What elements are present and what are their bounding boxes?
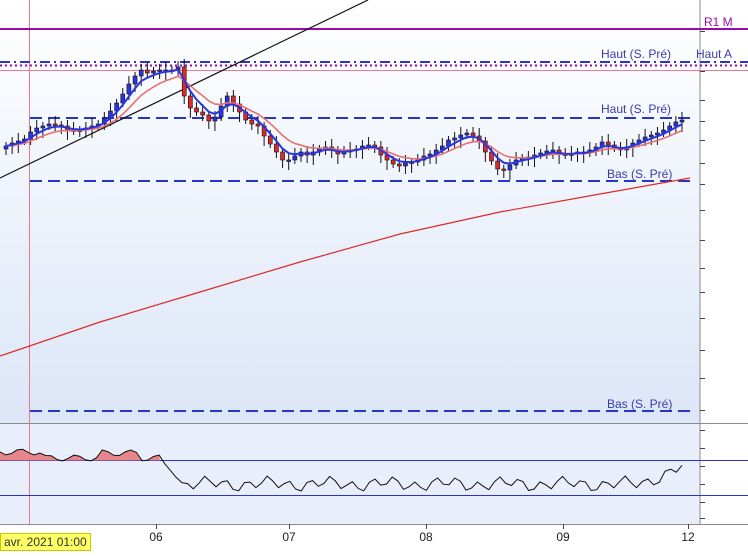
candle-body[interactable]: [673, 121, 679, 127]
candle-body[interactable]: [390, 159, 396, 165]
haut-a-label: Haut A: [696, 47, 732, 61]
candle-body[interactable]: [132, 75, 138, 85]
candle-body[interactable]: [249, 119, 255, 125]
time-axis-label: 08: [419, 530, 433, 544]
candle-body[interactable]: [458, 134, 464, 139]
candle-body[interactable]: [452, 137, 457, 141]
candle-body[interactable]: [34, 127, 40, 133]
candle-body[interactable]: [151, 70, 156, 74]
candle-body[interactable]: [145, 69, 150, 74]
candle-body[interactable]: [648, 134, 654, 138]
candle-body[interactable]: [286, 159, 291, 162]
candle-body[interactable]: [507, 164, 513, 171]
candle-body[interactable]: [495, 160, 500, 170]
r1-m-label: R1 M: [704, 15, 733, 29]
time-axis-label: 09: [556, 530, 570, 544]
candle-body[interactable]: [464, 132, 470, 136]
candle-body[interactable]: [679, 119, 685, 123]
oscillator-axis-ticks: [700, 430, 705, 519]
candle-body[interactable]: [206, 114, 212, 122]
candle-body[interactable]: [470, 132, 476, 137]
time-axis-label: 06: [149, 530, 163, 544]
price-axis-ticks: [700, 31, 705, 411]
candle-body[interactable]: [255, 123, 261, 127]
oscillator-line[interactable]: [0, 448, 683, 492]
bas-pre-mid-label: Bas (S. Pré): [607, 167, 672, 181]
candle-body[interactable]: [46, 123, 52, 127]
candle-body[interactable]: [138, 69, 144, 77]
candle-body[interactable]: [120, 93, 126, 104]
long-moving-average-line[interactable]: [0, 177, 691, 357]
main-panel-background: [0, 0, 700, 423]
candle-body[interactable]: [188, 95, 193, 109]
candle-body[interactable]: [267, 135, 273, 145]
candle-body[interactable]: [397, 163, 402, 167]
haut-pre-top-label: Haut (S. Pré): [601, 47, 671, 61]
candle-body[interactable]: [200, 111, 205, 116]
fast-moving-average-line[interactable]: [5, 68, 683, 165]
time-axis-label: 12: [681, 530, 695, 544]
candle-body[interactable]: [292, 155, 298, 161]
candle-body[interactable]: [274, 143, 279, 153]
oscillator-overbought-fill: [0, 449, 160, 461]
candle-body[interactable]: [550, 149, 556, 152]
candle-body[interactable]: [157, 69, 162, 72]
candle-body[interactable]: [605, 141, 611, 146]
candle-body[interactable]: [52, 123, 58, 126]
candle-body[interactable]: [501, 168, 507, 171]
time-axis-labels: 06 07 08 09 12: [149, 524, 695, 544]
time-axis-label: 07: [282, 530, 296, 544]
oscillator-panel-background: [0, 424, 700, 524]
candle-body[interactable]: [280, 151, 285, 161]
bas-pre-low-label: Bas (S. Pré): [607, 397, 672, 411]
haut-pre-mid-label: Haut (S. Pré): [601, 102, 671, 116]
candle-body[interactable]: [126, 83, 132, 95]
candle-body[interactable]: [212, 116, 218, 122]
candle-body[interactable]: [403, 162, 408, 167]
cursor-date-badge: avr. 2021 01:00: [0, 533, 91, 551]
candle-body[interactable]: [655, 132, 660, 136]
candle-body[interactable]: [40, 125, 46, 129]
candle-body[interactable]: [194, 107, 199, 113]
